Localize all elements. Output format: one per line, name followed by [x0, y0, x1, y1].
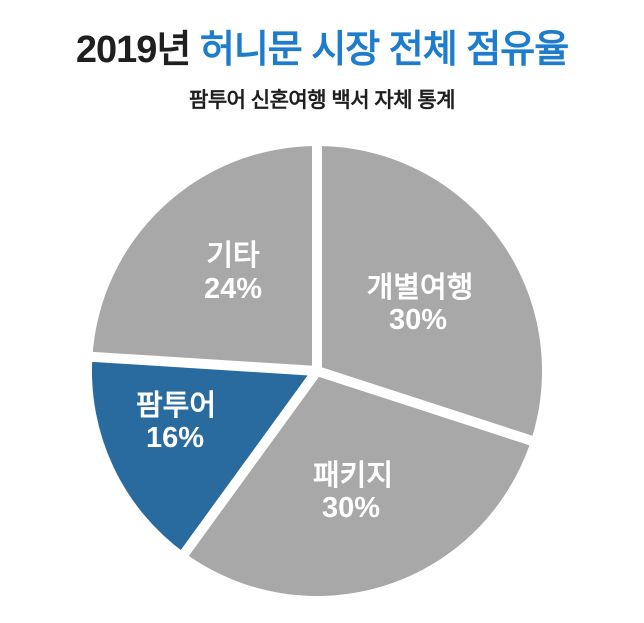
pie-slice-label: 패키지 — [313, 459, 393, 492]
pie-slice-value: 30% — [322, 492, 380, 524]
slice-divider — [177, 368, 322, 561]
pie-slice-label: 팜투어 — [136, 389, 216, 422]
pie-slice-1 — [317, 146, 543, 441]
pie-slice-label: 개별여행 — [367, 271, 474, 304]
slice-divider — [86, 351, 318, 376]
pie-slice-2 — [184, 371, 531, 597]
pie-slice-4 — [92, 145, 318, 371]
slice-divider — [315, 366, 539, 448]
pie-slice-label: 기타 — [206, 239, 260, 272]
pie-slice-value: 30% — [389, 304, 447, 336]
chart-title-highlight: 허니문 시장 전체 점유율 — [199, 29, 569, 71]
chart-title: 2019년 허니문 시장 전체 점유율 — [0, 18, 644, 73]
chart-subtitle: 팜투어 신혼여행 백서 자체 통계 — [189, 89, 456, 112]
chart-title-year: 2019년 — [75, 29, 200, 71]
pie-slice-value: 24% — [204, 273, 262, 305]
pie-slice-value: 16% — [146, 422, 204, 454]
pie-slice-3 — [91, 356, 317, 553]
